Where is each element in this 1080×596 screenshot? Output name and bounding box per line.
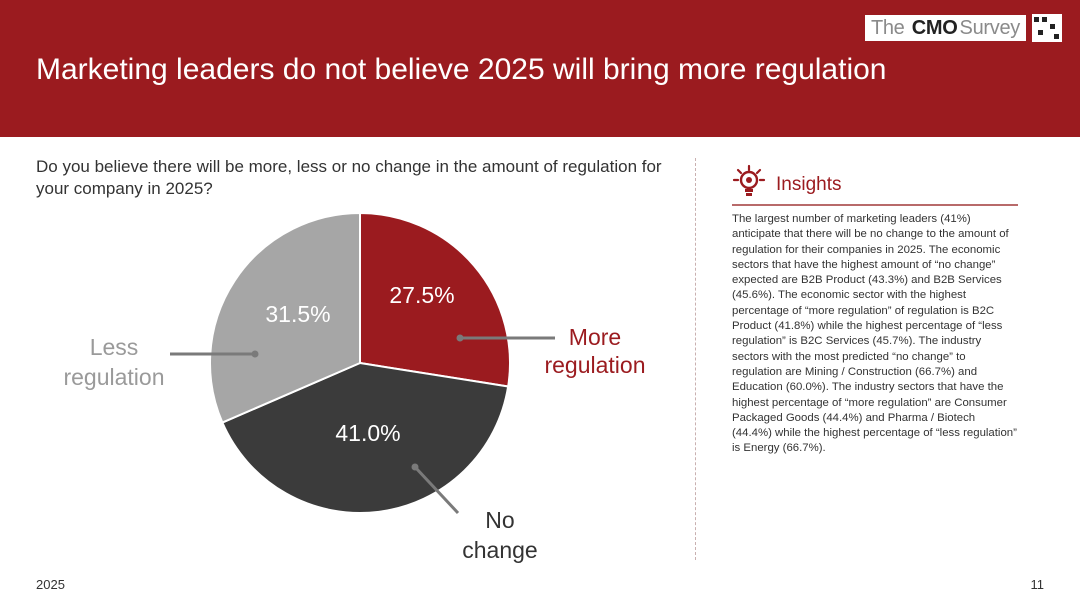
leader-dot-less — [251, 350, 259, 358]
leader-line-no-change — [413, 465, 460, 515]
lightbulb-gear-icon — [732, 164, 766, 196]
brand-name: CMO — [911, 16, 958, 39]
pie-slice-no-change — [221, 361, 510, 514]
insights-header: Insights — [732, 162, 1018, 206]
insights-text: The largest number of marketing leaders … — [732, 213, 1017, 455]
category-label-less: Less regulation — [63, 334, 164, 390]
brand-suffix: Survey — [959, 16, 1021, 39]
section-divider — [695, 158, 696, 560]
data-label-no-change: 41.0% — [335, 420, 400, 446]
footer-year: 2025 — [36, 577, 65, 592]
leader-dot-more — [456, 334, 464, 342]
pie-slice-less — [209, 211, 361, 424]
page-number: 11 — [1030, 577, 1045, 592]
logo-dots-icon — [1032, 14, 1062, 42]
page-title: Marketing leaders do not believe 2025 wi… — [36, 53, 887, 86]
data-label-less: 31.5% — [265, 301, 330, 327]
data-label-more: 27.5% — [389, 282, 454, 308]
pie-slice-more — [359, 211, 511, 388]
survey-question: Do you believe there will be more, less … — [36, 157, 662, 198]
pie-chart: 27.5% More regulation 41.0% No change 31.5% Les… — [63, 211, 646, 563]
brand-prefix: The — [870, 16, 905, 39]
category-label-no-change: No change — [462, 507, 537, 563]
insights-title: Insights — [776, 174, 842, 195]
category-label-more: More regulation — [544, 324, 645, 378]
leader-dot-no-change — [411, 463, 419, 471]
cmo-survey-logo: The CMO Survey — [864, 15, 1026, 41]
header-band: The CMO Survey Marketing leaders do not b… — [0, 0, 1080, 137]
